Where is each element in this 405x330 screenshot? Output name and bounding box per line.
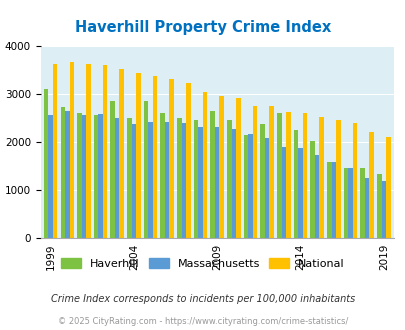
Bar — [185, 82, 190, 238]
Bar — [198, 127, 202, 238]
Bar — [302, 113, 307, 238]
Bar — [127, 118, 131, 238]
Bar — [136, 74, 140, 238]
Bar — [119, 69, 124, 238]
Bar — [102, 65, 107, 238]
Bar — [44, 89, 48, 238]
Bar — [110, 101, 115, 238]
Bar — [94, 115, 98, 238]
Bar — [360, 168, 364, 238]
Bar — [264, 138, 269, 238]
Bar — [293, 130, 298, 238]
Bar — [243, 135, 248, 238]
Bar — [381, 181, 385, 238]
Bar — [177, 118, 181, 238]
Bar — [169, 79, 174, 238]
Bar — [281, 147, 286, 238]
Text: Crime Index corresponds to incidents per 100,000 inhabitants: Crime Index corresponds to incidents per… — [51, 294, 354, 304]
Bar — [152, 76, 157, 238]
Text: Haverhill Property Crime Index: Haverhill Property Crime Index — [75, 20, 330, 35]
Bar — [310, 141, 314, 238]
Bar — [231, 129, 236, 238]
Bar — [98, 114, 102, 238]
Bar — [160, 113, 164, 238]
Bar — [252, 106, 257, 238]
Bar — [193, 120, 198, 238]
Bar — [319, 117, 323, 238]
Bar — [286, 112, 290, 238]
Bar — [298, 148, 302, 238]
Text: © 2025 CityRating.com - https://www.cityrating.com/crime-statistics/: © 2025 CityRating.com - https://www.city… — [58, 317, 347, 326]
Bar — [214, 127, 219, 238]
Bar — [86, 64, 90, 238]
Bar — [385, 137, 390, 238]
Bar — [210, 111, 214, 238]
Bar — [226, 120, 231, 238]
Bar — [143, 101, 148, 238]
Bar — [314, 155, 319, 238]
Bar — [69, 62, 74, 238]
Bar — [81, 115, 86, 238]
Bar — [115, 118, 119, 238]
Bar — [335, 120, 340, 238]
Bar — [269, 107, 273, 238]
Bar — [48, 115, 53, 238]
Bar — [131, 124, 136, 238]
Bar — [148, 122, 152, 238]
Bar — [248, 134, 252, 238]
Bar — [347, 168, 352, 238]
Bar — [181, 123, 185, 238]
Bar — [364, 178, 369, 238]
Bar — [326, 162, 331, 238]
Bar — [65, 111, 69, 238]
Legend: Haverhill, Massachusetts, National: Haverhill, Massachusetts, National — [57, 253, 348, 273]
Bar — [236, 98, 240, 238]
Bar — [376, 175, 381, 238]
Bar — [219, 96, 224, 238]
Bar — [369, 132, 373, 238]
Bar — [202, 92, 207, 238]
Bar — [260, 124, 264, 238]
Bar — [77, 113, 81, 238]
Bar — [60, 108, 65, 238]
Bar — [53, 64, 57, 238]
Bar — [164, 122, 169, 238]
Bar — [331, 161, 335, 238]
Bar — [343, 168, 347, 238]
Bar — [277, 113, 281, 238]
Bar — [352, 123, 356, 238]
